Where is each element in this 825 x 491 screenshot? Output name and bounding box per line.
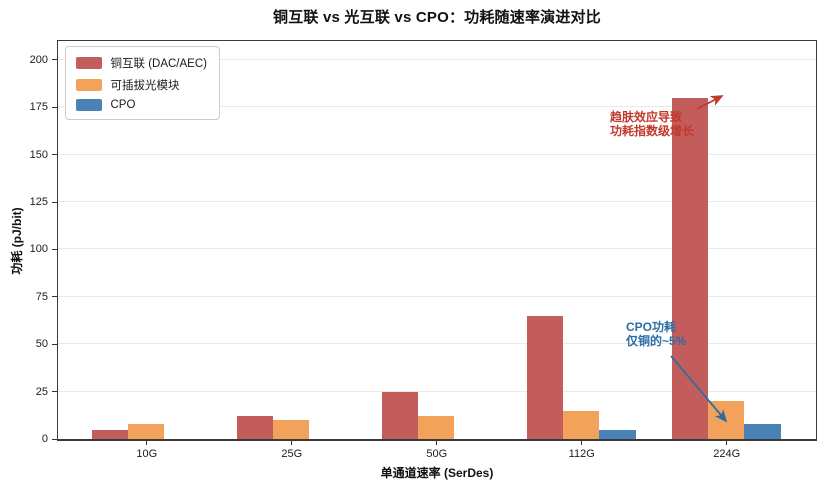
plot-area: 铜互联 (DAC/AEC) 可插拔光模块 CPO	[56, 40, 817, 441]
x-tickmark-25G	[291, 441, 293, 445]
legend-label-cpo: CPO	[110, 99, 136, 111]
bar-copper-112G	[526, 315, 564, 439]
bar-copper-224G	[671, 97, 709, 439]
gridline-25	[57, 390, 816, 392]
bar-copper-10G	[91, 429, 129, 439]
legend-item-pluggable: 可插拔光模块	[75, 77, 207, 93]
annotation-skin-effect-line1: 趋肤效应导致	[610, 110, 683, 124]
bar-cpo-112G	[599, 429, 636, 439]
bar-cpo-224G	[744, 423, 781, 439]
bar-pluggable-50G	[418, 416, 455, 439]
y-axis-label: 功耗 (pJ/bit)	[10, 207, 24, 275]
x-tick-label-50G: 50G	[426, 448, 448, 460]
legend-label-pluggable: 可插拔光模块	[110, 80, 180, 92]
gridline-75	[57, 295, 816, 297]
bar-copper-25G	[236, 416, 274, 439]
x-tickmark-224G	[726, 441, 728, 445]
x-tick-label-10G: 10G	[136, 448, 158, 460]
x-tickmark-10G	[146, 441, 148, 445]
bar-pluggable-25G	[273, 420, 310, 439]
annotation-cpo-power-line2: 仅铜的~5%	[626, 334, 687, 348]
bar-pluggable-224G	[708, 401, 745, 439]
gridline-150	[57, 153, 816, 155]
bar-pluggable-112G	[563, 410, 600, 439]
legend-item-copper: 铜互联 (DAC/AEC)	[75, 55, 207, 71]
x-tickmark-50G	[436, 441, 438, 445]
x-tickmark-112G	[581, 441, 583, 445]
gridline-100	[57, 248, 816, 250]
x-tick-label-112G: 112G	[568, 448, 595, 460]
x-tick-label-224G: 224G	[713, 448, 741, 460]
x-tick-label-25G: 25G	[281, 448, 303, 460]
annotation-cpo-power-line1: CPO功耗	[626, 320, 677, 334]
annotation-skin-effect-line2: 功耗指数级增长	[610, 124, 695, 138]
legend: 铜互联 (DAC/AEC) 可插拔光模块 CPO	[64, 46, 220, 120]
annotation-skin-effect: 趋肤效应导致 功耗指数级增长	[610, 110, 694, 138]
gridline-125	[57, 201, 816, 203]
annotation-cpo-power: CPO功耗 仅铜的~5%	[626, 320, 686, 348]
bar-copper-50G	[381, 391, 419, 439]
legend-swatch-pluggable	[75, 79, 102, 91]
bar-pluggable-10G	[128, 423, 165, 439]
gridline-50	[57, 343, 816, 345]
legend-swatch-copper	[75, 57, 102, 69]
legend-label-copper: 铜互联 (DAC/AEC)	[110, 58, 207, 70]
legend-item-cpo: CPO	[75, 99, 207, 111]
chart-title: 铜互联 vs 光互联 vs CPO：功耗随速率演进对比	[273, 9, 601, 26]
x-axis-label: 单通道速率 (SerDes)	[380, 466, 494, 480]
legend-swatch-cpo	[75, 99, 102, 111]
